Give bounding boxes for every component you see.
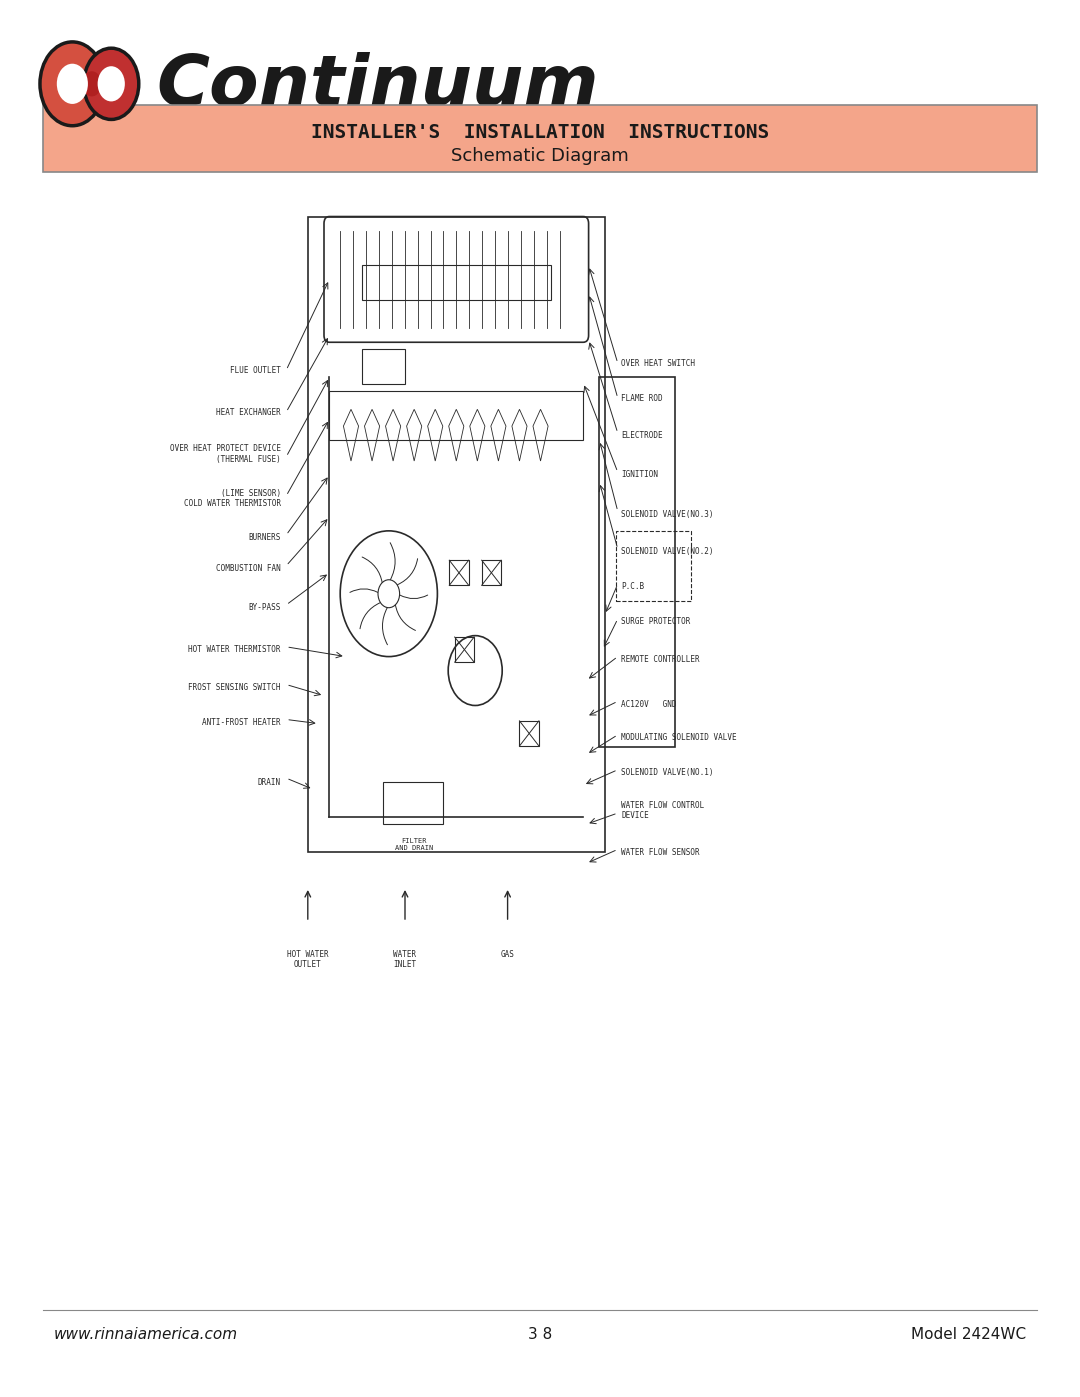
Text: OVER HEAT PROTECT DEVICE
(THERMAL FUSE): OVER HEAT PROTECT DEVICE (THERMAL FUSE) [170, 444, 281, 464]
Text: MODULATING SOLENOID VALVE: MODULATING SOLENOID VALVE [621, 733, 737, 742]
Bar [616, 531, 691, 601]
Text: SOLENOID VALVE(NO.2): SOLENOID VALVE(NO.2) [621, 548, 714, 556]
Text: Schematic Diagram: Schematic Diagram [451, 148, 629, 165]
Circle shape [97, 66, 125, 102]
Bar [329, 391, 583, 440]
FancyBboxPatch shape [43, 105, 1037, 172]
Text: OVER HEAT SWITCH: OVER HEAT SWITCH [621, 359, 696, 367]
Text: HOT WATER
OUTLET: HOT WATER OUTLET [287, 950, 328, 970]
Text: GAS: GAS [501, 950, 514, 958]
Text: REMOTE CONTROLLER: REMOTE CONTROLLER [621, 655, 700, 664]
Text: ANTI-FROST HEATER: ANTI-FROST HEATER [202, 718, 281, 726]
Circle shape [82, 71, 102, 96]
Text: SURGE PROTECTOR: SURGE PROTECTOR [621, 617, 690, 626]
Text: FLUE OUTLET: FLUE OUTLET [230, 366, 281, 374]
Circle shape [378, 580, 400, 608]
Text: BURNERS: BURNERS [248, 534, 281, 542]
Bar [599, 377, 675, 747]
Text: FLAME ROD: FLAME ROD [621, 394, 663, 402]
Bar [449, 560, 469, 585]
Text: WATER FLOW SENSOR: WATER FLOW SENSOR [621, 848, 700, 856]
Bar [362, 349, 405, 384]
Text: www.rinnaiamerica.com: www.rinnaiamerica.com [54, 1327, 238, 1341]
Circle shape [57, 64, 87, 103]
Text: HOT WATER THERMISTOR: HOT WATER THERMISTOR [188, 645, 281, 654]
Text: WATER
INLET: WATER INLET [393, 950, 417, 970]
Text: COMBUSTION FAN: COMBUSTION FAN [216, 564, 281, 573]
Text: AC120V   GND: AC120V GND [621, 700, 676, 708]
Bar [308, 217, 605, 852]
Text: FROST SENSING SWITCH: FROST SENSING SWITCH [188, 683, 281, 692]
Text: FILTER
AND DRAIN: FILTER AND DRAIN [394, 838, 433, 851]
Text: HEAT EXCHANGER: HEAT EXCHANGER [216, 408, 281, 416]
Circle shape [40, 42, 105, 126]
Bar [383, 782, 443, 824]
Text: INSTALLER'S  INSTALLATION  INSTRUCTIONS: INSTALLER'S INSTALLATION INSTRUCTIONS [311, 123, 769, 142]
Bar [519, 721, 539, 746]
Text: IGNITION: IGNITION [621, 471, 658, 479]
Circle shape [84, 49, 138, 120]
Text: BY-PASS: BY-PASS [248, 604, 281, 612]
Bar [482, 560, 501, 585]
Text: WATER FLOW CONTROL
DEVICE: WATER FLOW CONTROL DEVICE [621, 800, 704, 820]
Text: DRAIN: DRAIN [258, 778, 281, 787]
Text: SOLENOID VALVE(NO.1): SOLENOID VALVE(NO.1) [621, 768, 714, 777]
Text: SOLENOID VALVE(NO.3): SOLENOID VALVE(NO.3) [621, 510, 714, 518]
Text: 3 8: 3 8 [528, 1327, 552, 1341]
Text: Continuum: Continuum [157, 52, 599, 122]
Bar [362, 265, 551, 300]
Bar [455, 637, 474, 662]
Text: ELECTRODE: ELECTRODE [621, 432, 663, 440]
Text: (LIME SENSOR)
COLD WATER THERMISTOR: (LIME SENSOR) COLD WATER THERMISTOR [184, 489, 281, 509]
Text: Model 2424WC: Model 2424WC [910, 1327, 1026, 1341]
Text: P.C.B: P.C.B [621, 583, 644, 591]
